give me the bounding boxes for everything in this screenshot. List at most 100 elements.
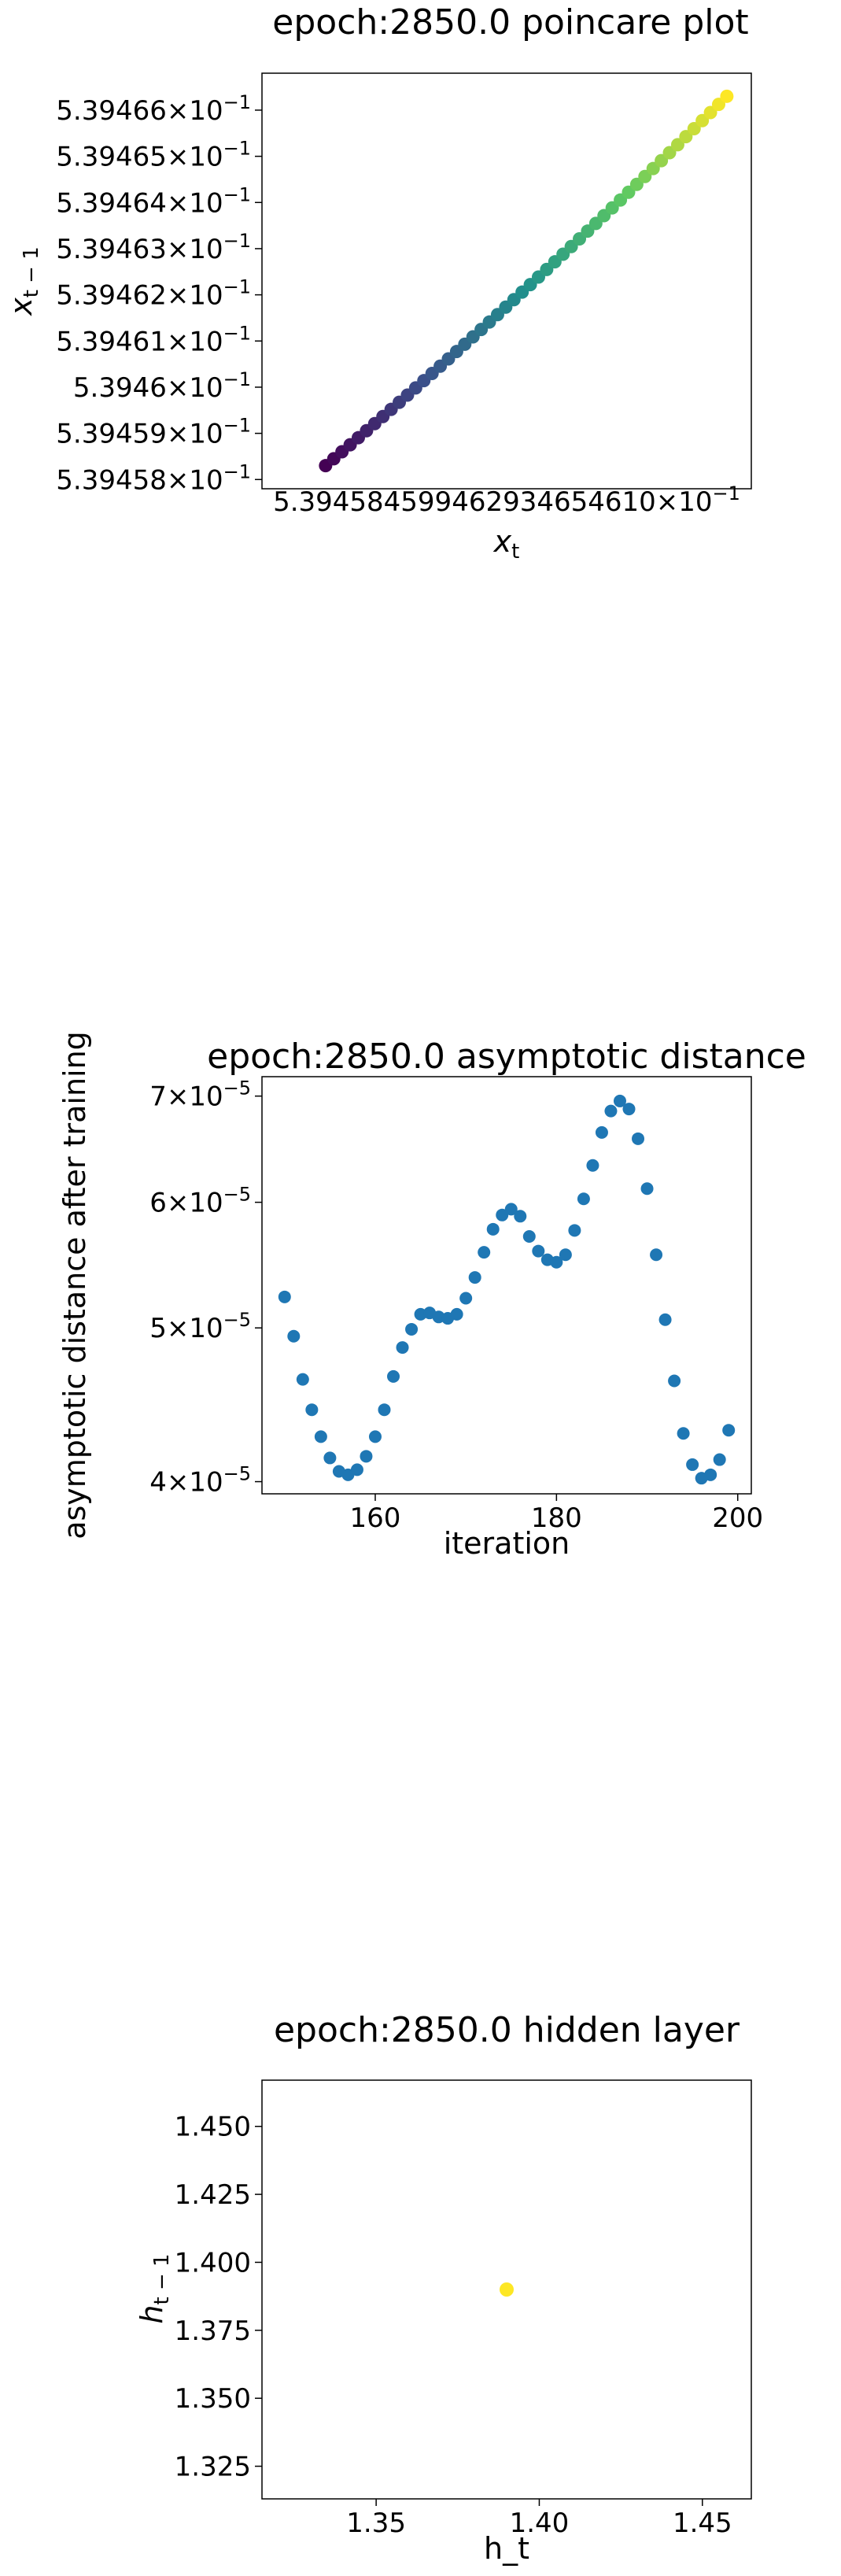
y-tick-label: 1.425 bbox=[175, 2179, 251, 2211]
data-point bbox=[314, 1430, 327, 1443]
data-point bbox=[459, 1292, 473, 1305]
y-tick-label: 5.39463×10−1 bbox=[56, 230, 251, 265]
data-point bbox=[711, 98, 725, 112]
data-point bbox=[586, 1159, 599, 1172]
data-point bbox=[368, 1430, 382, 1443]
y-tick-exponent: −5 bbox=[223, 1184, 251, 1206]
data-point bbox=[622, 1103, 636, 1116]
data-point bbox=[704, 1468, 717, 1481]
data-point bbox=[695, 113, 710, 128]
data-point bbox=[713, 1453, 726, 1466]
x-ticks: 160 180 200 bbox=[350, 1494, 763, 1534]
y-tick-label: 5.39461×10−1 bbox=[56, 322, 251, 357]
y-tick-base: 6×10 bbox=[149, 1188, 223, 1219]
asymptotic-distance-plot: epoch:2850.0 asymptotic distance 160 180 2… bbox=[57, 1031, 806, 1561]
chart-title: epoch:2850.0 asymptotic distance bbox=[207, 1037, 806, 1077]
data-point bbox=[722, 1424, 736, 1437]
data-point bbox=[532, 1244, 545, 1258]
data-point bbox=[514, 1210, 527, 1223]
data-point bbox=[360, 1450, 373, 1463]
y-tick-exponent: −1 bbox=[223, 138, 251, 160]
y-tick-exponent: −1 bbox=[223, 368, 251, 390]
y-tick-label: 6×10−5 bbox=[149, 1184, 251, 1219]
data-point bbox=[405, 1322, 419, 1336]
y-tick-exponent: −1 bbox=[223, 322, 251, 344]
y-tick-base: 5.39466×10 bbox=[56, 95, 223, 127]
y-tick-label: 5.39459×10−1 bbox=[56, 415, 251, 450]
data-point bbox=[655, 153, 669, 168]
data-point bbox=[670, 138, 684, 152]
data-point bbox=[632, 1132, 645, 1145]
data-point bbox=[486, 1222, 500, 1236]
data-point bbox=[640, 1182, 654, 1196]
data-point bbox=[568, 1224, 581, 1237]
data-point bbox=[658, 1313, 672, 1326]
data-point bbox=[686, 1458, 699, 1471]
y-tick-label: 1.350 bbox=[175, 2383, 251, 2415]
y-tick-base: 5×10 bbox=[149, 1313, 223, 1344]
data-point bbox=[468, 1271, 481, 1284]
y-tick-base: 5.39465×10 bbox=[56, 142, 223, 173]
data-point bbox=[504, 1203, 518, 1216]
y-tick-label: 5.39464×10−1 bbox=[56, 183, 251, 219]
y-tick-base: 5.3946×10 bbox=[73, 372, 223, 404]
y-tick-base: 5.39463×10 bbox=[56, 234, 223, 265]
y-tick-label: 1.400 bbox=[175, 2247, 251, 2278]
y-tick-base: 5.39462×10 bbox=[56, 280, 223, 312]
data-point bbox=[478, 1246, 491, 1259]
y-tick-label: 7×10−5 bbox=[149, 1077, 251, 1113]
data-point bbox=[679, 130, 693, 144]
y-axis-label: ht − 1 bbox=[135, 2253, 174, 2323]
data-point bbox=[662, 146, 677, 160]
x-tick-exponent: −1 bbox=[713, 482, 740, 504]
y-tick-label: 5.39465×10−1 bbox=[56, 138, 251, 173]
data-point bbox=[703, 105, 717, 120]
y-tick-exponent: −5 bbox=[223, 1077, 251, 1100]
data-point bbox=[613, 1094, 626, 1107]
y-tick-base: 5.39458×10 bbox=[56, 464, 223, 496]
data-point bbox=[500, 2282, 514, 2297]
y-ticks: 1.325 1.350 1.375 1.400 1.425 1.450 bbox=[175, 2112, 262, 2483]
y-tick-exponent: −5 bbox=[223, 1309, 251, 1331]
data-point bbox=[577, 1192, 590, 1206]
y-tick-base: 5.39461×10 bbox=[56, 326, 223, 357]
x-ticks: 1.35 1.40 1.45 bbox=[346, 2499, 732, 2539]
data-point bbox=[450, 1307, 463, 1321]
data-point bbox=[496, 1208, 509, 1221]
x-tick-label-text: 5.394584599462934654610 bbox=[273, 486, 656, 518]
data-point bbox=[559, 1248, 572, 1262]
y-tick-base: 7×10 bbox=[149, 1081, 223, 1113]
x-tick-label-group: 5.394584599462934654610×10−1 bbox=[273, 482, 740, 518]
x-axis-label: h_t bbox=[484, 2531, 529, 2566]
x-axis-label: iteration bbox=[444, 1526, 570, 1561]
x-tick-label: 200 bbox=[712, 1502, 763, 1534]
data-point bbox=[287, 1329, 301, 1343]
y-tick-exponent: −1 bbox=[223, 415, 251, 437]
y-tick-exponent: −1 bbox=[223, 276, 251, 298]
y-tick-exponent: −1 bbox=[223, 460, 251, 482]
x-tick-label: 1.40 bbox=[510, 2508, 570, 2539]
x-axis-label: xt bbox=[493, 524, 520, 564]
data-point bbox=[550, 1255, 563, 1269]
data-point bbox=[296, 1373, 309, 1386]
y-tick-exponent: −1 bbox=[223, 183, 251, 205]
y-tick-label: 1.450 bbox=[175, 2112, 251, 2143]
y-tick-base: 5.39459×10 bbox=[56, 419, 223, 450]
y-tick-label: 1.375 bbox=[175, 2315, 251, 2347]
plot-frame bbox=[261, 2079, 752, 2500]
y-tick-exponent: −1 bbox=[223, 230, 251, 252]
data-point bbox=[350, 1463, 363, 1476]
data-point bbox=[668, 1374, 681, 1388]
data-point bbox=[278, 1290, 291, 1303]
chart-title: epoch:2850.0 hidden layer bbox=[274, 2010, 740, 2050]
y-tick-label: 5.39462×10−1 bbox=[56, 276, 251, 312]
data-points bbox=[500, 2282, 514, 2297]
x-tick-multiplier: ×10 bbox=[656, 486, 713, 518]
data-points bbox=[278, 1094, 736, 1485]
hidden-layer-plot: epoch:2850.0 hidden layer 1.35 1.40 1.45 1… bbox=[135, 2010, 752, 2566]
data-point bbox=[604, 1104, 618, 1118]
x-tick-label: 1.45 bbox=[673, 2508, 732, 2539]
x-tick-label: 1.35 bbox=[346, 2508, 406, 2539]
y-tick-label: 4×10−5 bbox=[149, 1463, 251, 1499]
